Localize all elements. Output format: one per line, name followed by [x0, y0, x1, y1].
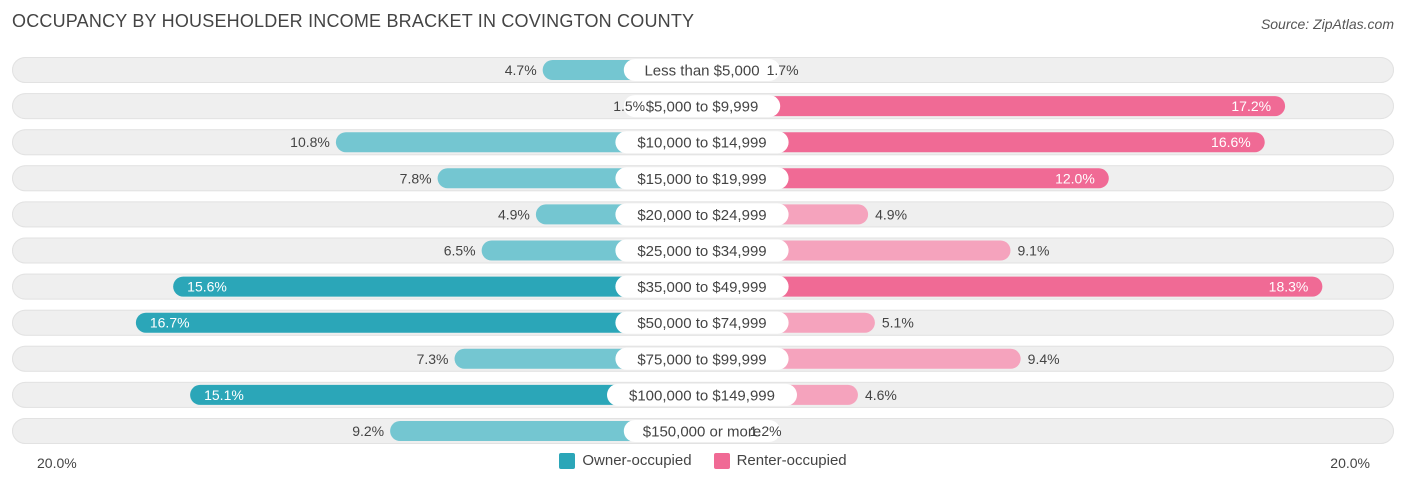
category-label: $10,000 to $14,999: [637, 135, 766, 152]
category-label: $150,000 or more: [643, 424, 761, 441]
row-border: [12, 273, 1394, 300]
owner-value-label: 7.3%: [417, 351, 449, 367]
row-border: [12, 93, 1394, 120]
category-label-bg: [623, 95, 781, 118]
category-label-bg: [615, 275, 789, 298]
row-border: [12, 345, 1394, 372]
chart-row: $150,000 or more 9.2% 1.2%: [12, 418, 1394, 444]
category-label-bg: [615, 239, 789, 262]
category-label: $15,000 to $19,999: [637, 171, 766, 188]
renter-swatch-icon: [713, 452, 730, 469]
category-label: $100,000 to $149,999: [629, 387, 775, 404]
chart-row: $25,000 to $34,999 6.5% 9.1%: [12, 237, 1394, 264]
axis-label-left: 20.0%: [37, 455, 77, 471]
legend-label-owner: Owner-occupied: [582, 452, 692, 469]
row-border: [12, 418, 1394, 444]
owner-value-label: 16.7%: [150, 315, 190, 331]
row-border: [12, 129, 1394, 156]
owner-swatch-icon: [559, 452, 576, 469]
chart-title: OCCUPANCY BY HOUSEHOLDER INCOME BRACKET …: [12, 11, 695, 31]
renter-bar: [702, 276, 1323, 297]
renter-value-label: 9.1%: [1017, 243, 1049, 259]
renter-value-label: 5.1%: [882, 315, 914, 331]
owner-bar: [135, 312, 702, 333]
category-label-bg: [615, 311, 789, 334]
category-label-bg: [623, 420, 781, 442]
chart-row: $20,000 to $24,999 4.9% 4.9%: [12, 201, 1394, 228]
axis-label-right: 20.0%: [1330, 455, 1370, 471]
renter-value-label: 1.7%: [767, 62, 799, 78]
legend-item-renter[interactable]: Renter-occupied: [713, 452, 847, 469]
owner-value-label: 15.1%: [204, 387, 244, 403]
source-note: Source: ZipAtlas.com: [1260, 16, 1394, 32]
category-label-bg: [615, 131, 789, 154]
category-label-bg: [615, 347, 789, 370]
renter-bar: [702, 132, 1265, 153]
chart-row: $15,000 to $19,999 7.8% 12.0%: [12, 165, 1394, 192]
chart-row: $35,000 to $49,999 15.6% 18.3%: [12, 273, 1394, 300]
owner-bar: [390, 421, 702, 441]
category-label: $75,000 to $99,999: [637, 351, 766, 368]
renter-bar: [702, 168, 1109, 189]
owner-bar: [335, 132, 702, 153]
owner-value-label: 15.6%: [187, 279, 227, 295]
owner-value-label: 7.8%: [400, 170, 432, 186]
category-label-bg: [607, 383, 797, 406]
owner-bar: [190, 384, 703, 405]
owner-value-label: 4.9%: [498, 206, 530, 222]
category-label: Less than $5,000: [644, 63, 759, 80]
chart-row: $10,000 to $14,999 10.8% 16.6%: [12, 129, 1394, 156]
chart-row: $100,000 to $149,999 15.1% 4.6%: [12, 381, 1394, 408]
category-label: $20,000 to $24,999: [637, 207, 766, 224]
legend: Owner-occupied Renter-occupied: [0, 452, 1406, 469]
chart-row: $50,000 to $74,999 16.7% 5.1%: [12, 309, 1394, 336]
row-border: [12, 381, 1394, 408]
owner-value-label: 9.2%: [352, 423, 384, 439]
renter-value-label: 17.2%: [1231, 98, 1271, 114]
legend-label-renter: Renter-occupied: [736, 452, 847, 469]
category-label-bg: [623, 59, 781, 81]
chart-row: Less than $5,000 4.7% 1.7%: [12, 57, 1394, 83]
owner-value-label: 4.7%: [505, 62, 537, 78]
renter-value-label: 16.6%: [1211, 134, 1251, 150]
renter-bar: [702, 96, 1286, 117]
category-label-bg: [615, 203, 789, 226]
renter-value-label: 18.3%: [1269, 279, 1309, 295]
chart-row: $75,000 to $99,999 7.3% 9.4%: [12, 345, 1394, 372]
row-border: [12, 201, 1394, 228]
category-label-bg: [615, 167, 789, 190]
owner-bar: [173, 276, 702, 297]
category-label: $50,000 to $74,999: [637, 315, 766, 332]
row-border: [12, 57, 1394, 83]
owner-value-label: 6.5%: [444, 243, 476, 259]
renter-value-label: 4.6%: [865, 387, 897, 403]
row-border: [12, 237, 1394, 264]
renter-value-label: 4.9%: [875, 206, 907, 222]
renter-value-label: 9.4%: [1028, 351, 1060, 367]
legend-item-owner[interactable]: Owner-occupied: [559, 452, 692, 469]
owner-value-label: 10.8%: [290, 134, 330, 150]
owner-value-label: 1.5%: [613, 98, 645, 114]
row-border: [12, 309, 1394, 336]
renter-value-label: 12.0%: [1055, 170, 1095, 186]
category-label: $35,000 to $49,999: [637, 279, 766, 296]
category-label: $25,000 to $34,999: [637, 243, 766, 260]
renter-value-label: 1.2%: [750, 423, 782, 439]
row-border: [12, 165, 1394, 192]
category-label: $5,000 to $9,999: [646, 99, 759, 116]
